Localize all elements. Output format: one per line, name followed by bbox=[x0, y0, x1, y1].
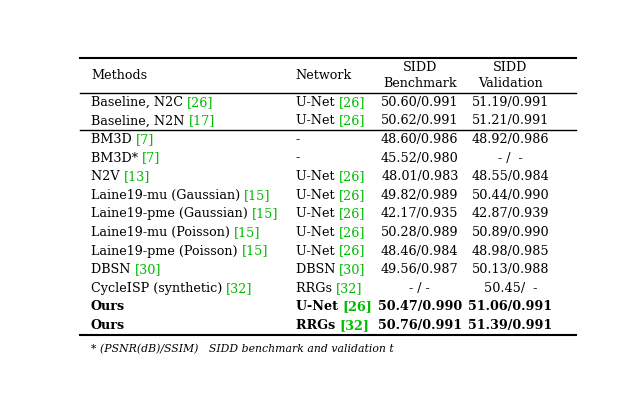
Text: SIDD
Validation: SIDD Validation bbox=[478, 61, 543, 90]
Text: 48.55/0.984: 48.55/0.984 bbox=[472, 170, 549, 183]
Text: 48.60/0.986: 48.60/0.986 bbox=[381, 133, 458, 146]
Text: [26]: [26] bbox=[339, 226, 365, 239]
Text: 48.98/0.985: 48.98/0.985 bbox=[472, 245, 549, 258]
Text: [15]: [15] bbox=[252, 207, 278, 220]
Text: [15]: [15] bbox=[234, 226, 260, 239]
Text: [7]: [7] bbox=[136, 133, 154, 146]
Text: - / -: - / - bbox=[410, 282, 430, 295]
Text: 49.82/0.989: 49.82/0.989 bbox=[381, 189, 458, 202]
Text: [15]: [15] bbox=[241, 245, 268, 258]
Text: [26]: [26] bbox=[339, 245, 365, 258]
Text: [32]: [32] bbox=[339, 319, 369, 332]
Text: Baseline, N2C: Baseline, N2C bbox=[91, 96, 187, 109]
Text: 50.76/0.991: 50.76/0.991 bbox=[378, 319, 462, 332]
Text: 50.62/0.991: 50.62/0.991 bbox=[381, 115, 458, 128]
Text: 42.17/0.935: 42.17/0.935 bbox=[381, 207, 458, 220]
Text: 42.87/0.939: 42.87/0.939 bbox=[472, 207, 549, 220]
Text: [26]: [26] bbox=[342, 301, 372, 313]
Text: Network: Network bbox=[296, 69, 352, 82]
Text: 48.92/0.986: 48.92/0.986 bbox=[472, 133, 549, 146]
Text: 45.52/0.980: 45.52/0.980 bbox=[381, 152, 459, 165]
Text: 50.13/0.988: 50.13/0.988 bbox=[472, 263, 549, 276]
Text: Laine19-pme (Poisson): Laine19-pme (Poisson) bbox=[91, 245, 241, 258]
Text: [26]: [26] bbox=[339, 115, 365, 128]
Text: 51.19/0.991: 51.19/0.991 bbox=[472, 96, 549, 109]
Text: [26]: [26] bbox=[187, 96, 213, 109]
Text: Methods: Methods bbox=[91, 69, 147, 82]
Text: SIDD
Benchmark: SIDD Benchmark bbox=[383, 61, 456, 90]
Text: [26]: [26] bbox=[339, 207, 365, 220]
Text: BM3D*: BM3D* bbox=[91, 152, 142, 165]
Text: -: - bbox=[296, 152, 300, 165]
Text: 51.21/0.991: 51.21/0.991 bbox=[472, 115, 549, 128]
Text: [30]: [30] bbox=[134, 263, 161, 276]
Text: [26]: [26] bbox=[339, 189, 365, 202]
Text: U-Net: U-Net bbox=[296, 245, 339, 258]
Text: CycleISP (synthetic): CycleISP (synthetic) bbox=[91, 282, 227, 295]
Text: RRGs: RRGs bbox=[296, 282, 336, 295]
Text: U-Net: U-Net bbox=[296, 115, 339, 128]
Text: Laine19-mu (Poisson): Laine19-mu (Poisson) bbox=[91, 226, 234, 239]
Text: Baseline, N2N: Baseline, N2N bbox=[91, 115, 188, 128]
Text: -: - bbox=[296, 133, 300, 146]
Text: Laine19-mu (Gaussian): Laine19-mu (Gaussian) bbox=[91, 189, 244, 202]
Text: [17]: [17] bbox=[188, 115, 215, 128]
Text: Ours: Ours bbox=[91, 319, 125, 332]
Text: 50.89/0.990: 50.89/0.990 bbox=[472, 226, 549, 239]
Text: 49.56/0.987: 49.56/0.987 bbox=[381, 263, 459, 276]
Text: U-Net: U-Net bbox=[296, 207, 339, 220]
Text: U-Net: U-Net bbox=[296, 301, 342, 313]
Text: DBSN: DBSN bbox=[91, 263, 134, 276]
Text: 48.46/0.984: 48.46/0.984 bbox=[381, 245, 458, 258]
Text: - /  -: - / - bbox=[498, 152, 523, 165]
Text: * (PSNR(dB)/SSIM)   SIDD benchmark and validation t: * (PSNR(dB)/SSIM) SIDD benchmark and val… bbox=[91, 344, 394, 354]
Text: 50.44/0.990: 50.44/0.990 bbox=[472, 189, 549, 202]
Text: U-Net: U-Net bbox=[296, 170, 339, 183]
Text: Ours: Ours bbox=[91, 301, 125, 313]
Text: [13]: [13] bbox=[124, 170, 150, 183]
Text: 50.28/0.989: 50.28/0.989 bbox=[381, 226, 459, 239]
Text: RRGs: RRGs bbox=[296, 319, 339, 332]
Text: 50.60/0.991: 50.60/0.991 bbox=[381, 96, 458, 109]
Text: [30]: [30] bbox=[339, 263, 366, 276]
Text: DBSN: DBSN bbox=[296, 263, 339, 276]
Text: 48.01/0.983: 48.01/0.983 bbox=[381, 170, 458, 183]
Text: [32]: [32] bbox=[227, 282, 253, 295]
Text: U-Net: U-Net bbox=[296, 189, 339, 202]
Text: [26]: [26] bbox=[339, 170, 365, 183]
Text: BM3D: BM3D bbox=[91, 133, 136, 146]
Text: [26]: [26] bbox=[339, 96, 365, 109]
Text: 50.45/  -: 50.45/ - bbox=[484, 282, 537, 295]
Text: [32]: [32] bbox=[336, 282, 362, 295]
Text: 51.06/0.991: 51.06/0.991 bbox=[468, 301, 552, 313]
Text: [15]: [15] bbox=[244, 189, 271, 202]
Text: U-Net: U-Net bbox=[296, 96, 339, 109]
Text: 50.47/0.990: 50.47/0.990 bbox=[378, 301, 462, 313]
Text: 51.39/0.991: 51.39/0.991 bbox=[468, 319, 553, 332]
Text: Laine19-pme (Gaussian): Laine19-pme (Gaussian) bbox=[91, 207, 252, 220]
Text: U-Net: U-Net bbox=[296, 226, 339, 239]
Text: [7]: [7] bbox=[142, 152, 160, 165]
Text: N2V: N2V bbox=[91, 170, 124, 183]
